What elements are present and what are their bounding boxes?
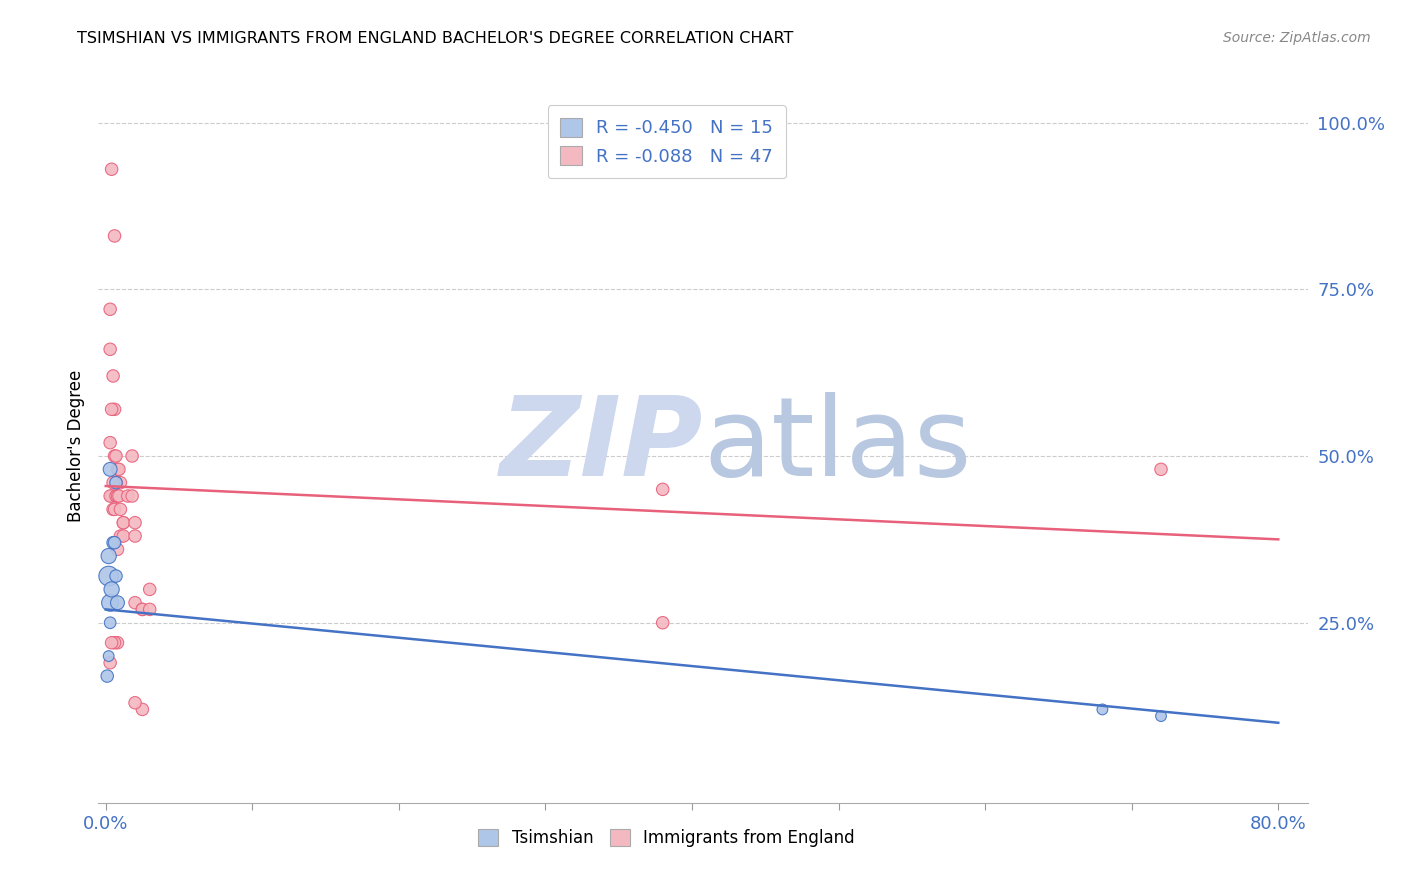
- Point: [105, 475, 128, 490]
- Point: [138, 582, 160, 597]
- Point: [101, 502, 124, 516]
- Text: Source: ZipAtlas.com: Source: ZipAtlas.com: [1223, 31, 1371, 45]
- Point: [103, 228, 125, 243]
- Point: [100, 162, 122, 177]
- Point: [98, 656, 121, 670]
- Y-axis label: Bachelor's Degree: Bachelor's Degree: [66, 370, 84, 522]
- Point: [107, 462, 129, 476]
- Point: [97, 549, 120, 563]
- Point: [98, 489, 121, 503]
- Point: [103, 535, 125, 549]
- Legend: Tsimshian, Immigrants from England: Tsimshian, Immigrants from England: [467, 817, 866, 859]
- Point: [108, 489, 131, 503]
- Point: [1150, 709, 1173, 723]
- Point: [100, 489, 122, 503]
- Point: [110, 529, 132, 543]
- Point: [107, 636, 129, 650]
- Point: [103, 636, 125, 650]
- Point: [103, 402, 125, 417]
- Point: [112, 516, 135, 530]
- Point: [107, 542, 129, 557]
- Point: [105, 569, 128, 583]
- Point: [105, 475, 128, 490]
- Point: [138, 602, 160, 616]
- Point: [110, 475, 132, 490]
- Point: [96, 669, 118, 683]
- Point: [108, 462, 131, 476]
- Point: [98, 596, 121, 610]
- Point: [100, 636, 122, 650]
- Point: [100, 582, 122, 597]
- Point: [651, 483, 673, 497]
- Point: [121, 449, 143, 463]
- Point: [97, 649, 120, 664]
- Text: ZIP: ZIP: [499, 392, 703, 500]
- Point: [98, 302, 121, 317]
- Point: [107, 489, 129, 503]
- Point: [100, 402, 122, 417]
- Point: [112, 516, 135, 530]
- Point: [1091, 702, 1114, 716]
- Point: [112, 529, 135, 543]
- Point: [101, 535, 124, 549]
- Point: [98, 615, 121, 630]
- Point: [124, 516, 146, 530]
- Point: [101, 475, 124, 490]
- Point: [110, 502, 132, 516]
- Point: [105, 449, 128, 463]
- Point: [121, 489, 143, 503]
- Point: [117, 489, 139, 503]
- Point: [107, 596, 129, 610]
- Point: [105, 489, 128, 503]
- Point: [131, 602, 153, 616]
- Point: [651, 615, 673, 630]
- Point: [98, 343, 121, 357]
- Point: [124, 696, 146, 710]
- Point: [124, 596, 146, 610]
- Point: [98, 462, 121, 476]
- Point: [131, 702, 153, 716]
- Text: TSIMSHIAN VS IMMIGRANTS FROM ENGLAND BACHELOR'S DEGREE CORRELATION CHART: TSIMSHIAN VS IMMIGRANTS FROM ENGLAND BAC…: [77, 31, 794, 46]
- Point: [98, 435, 121, 450]
- Point: [103, 502, 125, 516]
- Text: atlas: atlas: [703, 392, 972, 500]
- Point: [97, 569, 120, 583]
- Point: [1150, 462, 1173, 476]
- Point: [124, 529, 146, 543]
- Point: [101, 368, 124, 383]
- Point: [131, 602, 153, 616]
- Point: [103, 449, 125, 463]
